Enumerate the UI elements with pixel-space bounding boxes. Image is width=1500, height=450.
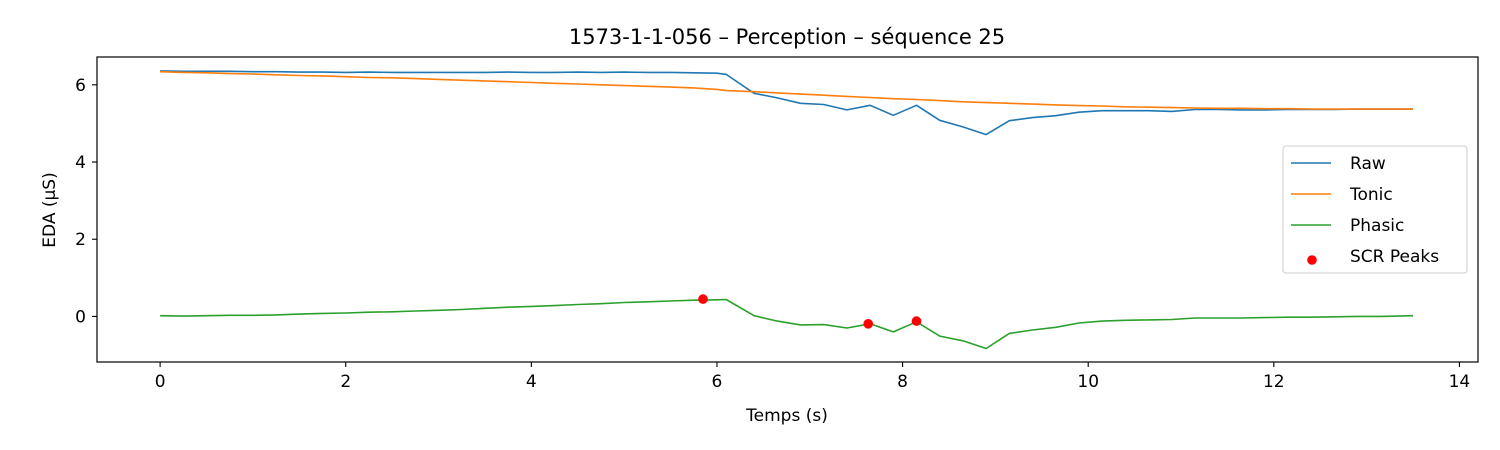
- scr-peak-point: [911, 316, 922, 326]
- x-tick-label: 2: [340, 372, 351, 392]
- axes: 0 2 4 6 8 10 12 14 0 2 4 6: [75, 56, 1479, 392]
- legend-entry-label: Tonic: [1349, 185, 1393, 205]
- scr-peak-point: [863, 319, 873, 329]
- series-line-raw: [160, 70, 1413, 136]
- chart-title: 1573-1-1-056 – Perception – séquence 25: [569, 25, 1005, 49]
- legend-entry-label: Raw: [1350, 154, 1386, 174]
- x-tick-label: 10: [1077, 372, 1099, 392]
- x-tick-label: 6: [712, 372, 723, 392]
- y-tick-label: 6: [75, 76, 86, 96]
- legend: Raw Tonic Phasic SCR Peaks: [1282, 145, 1468, 274]
- legend-entry-label: SCR Peaks: [1350, 247, 1439, 267]
- y-tick-label: 2: [75, 230, 86, 250]
- legend-box: [1282, 145, 1468, 274]
- plot-frame: [96, 56, 1479, 363]
- y-axis-label: EDA (µS): [40, 172, 60, 247]
- y-tick-label: 4: [75, 153, 86, 173]
- x-tick-label: 12: [1263, 372, 1285, 392]
- legend-swatch: [1307, 255, 1317, 265]
- x-axis-label: Temps (s): [745, 406, 828, 426]
- plot-area: [160, 70, 1414, 350]
- scr-peak-point: [698, 294, 708, 304]
- x-tick-label: 4: [526, 372, 537, 392]
- legend-entry-label: Phasic: [1350, 216, 1404, 236]
- x-tick-label: 8: [897, 372, 908, 392]
- series-line-phasic: [160, 298, 1414, 350]
- x-tick-label: 0: [155, 372, 166, 392]
- series-line-tonic: [160, 70, 1413, 110]
- x-tick-label: 14: [1449, 372, 1471, 392]
- y-tick-label: 0: [75, 307, 86, 327]
